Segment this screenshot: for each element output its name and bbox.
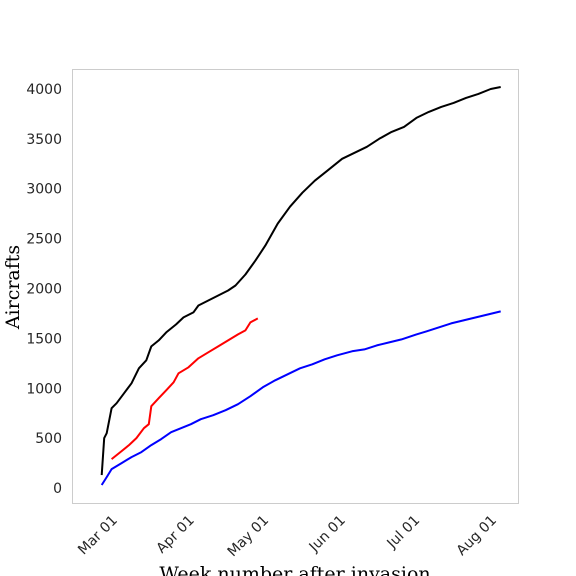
y-tick-label: 3000 (26, 182, 62, 198)
x-tick-label: Jul 01 (384, 513, 424, 553)
x-tick-label: Apr 01 (154, 513, 198, 557)
y-tick-label: 1500 (26, 331, 62, 347)
series-line-2 (110, 317, 259, 460)
x-tick-label: May 01 (225, 513, 273, 561)
y-tick-label: 4000 (26, 82, 62, 98)
series-layer (100, 86, 501, 486)
series-line-3 (100, 310, 501, 486)
series-line-1 (100, 86, 501, 476)
y-tick-label: 3500 (26, 132, 62, 148)
y-axis-label: Aircrafts (2, 245, 24, 330)
x-tick-label: Aug 01 (454, 513, 500, 559)
x-tick-label: Jun 01 (306, 513, 349, 556)
y-tick-label: 1000 (26, 381, 62, 397)
y-tick-labels: 0 500 1000 1500 2000 2500 3000 3500 4000 (26, 82, 62, 497)
x-tick-label: Mar 01 (75, 513, 121, 559)
plot-frame (72, 69, 519, 504)
y-tick-label: 0 (53, 481, 62, 497)
x-tick-labels: Mar 01 Apr 01 May 01 Jun 01 Jul 01 Aug 01 (75, 513, 500, 561)
y-tick-label: 2000 (26, 281, 62, 297)
y-tick-label: 2500 (26, 232, 62, 248)
x-axis-label: Week number after invasion (159, 563, 430, 576)
y-tick-label: 500 (35, 431, 62, 447)
